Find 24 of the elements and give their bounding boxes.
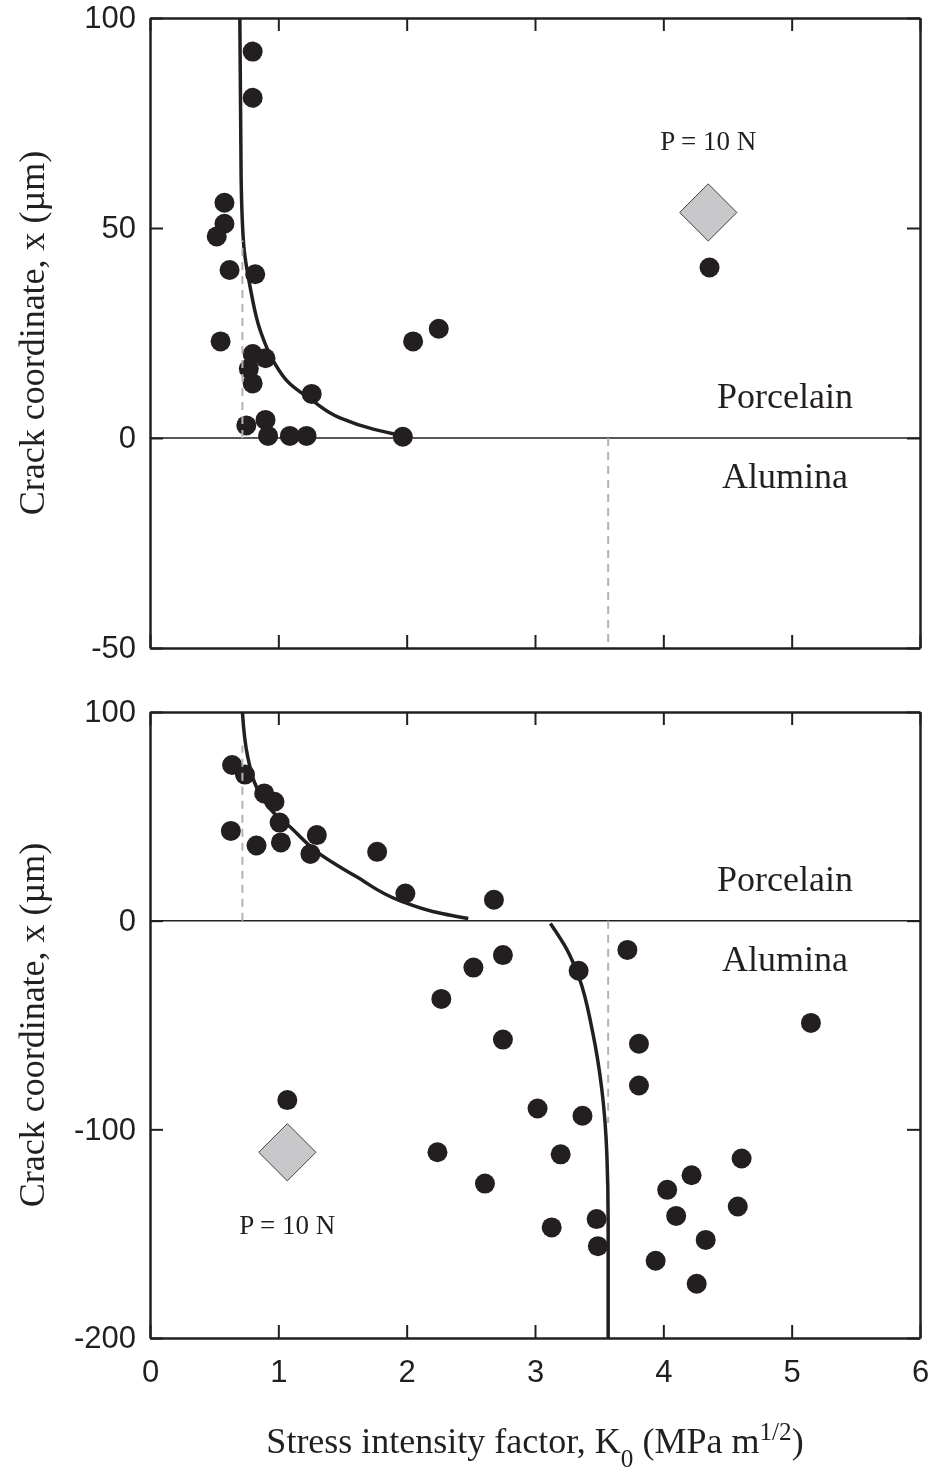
x-tick-label: 4	[655, 1353, 673, 1389]
y-tick-label: 100	[84, 0, 136, 36]
x-tick-label: 5	[783, 1353, 801, 1389]
x-tick-label: 1	[270, 1353, 288, 1389]
y-tick-label: -50	[91, 630, 136, 666]
x-tick-label: 3	[526, 1353, 545, 1389]
annotation: Alumina	[722, 456, 849, 497]
annotation: Alumina	[722, 938, 849, 979]
x-tick-label: 0	[141, 1353, 160, 1389]
x-axis-title: Stress intensity factor, K$_{0}$ (MPa m$^{1/2}$)	[266, 1417, 804, 1472]
y-tick-label: -100	[73, 1111, 136, 1147]
annotation: Porcelain	[717, 858, 853, 899]
y-tick-label: 100	[84, 694, 136, 730]
x-tick-label: 6	[911, 1353, 930, 1389]
series-label: P = 10 N	[660, 126, 757, 157]
y-tick-label: 0	[118, 903, 136, 939]
y-axis-title: Crack coordinate, x (µm)	[12, 842, 52, 1208]
y-axis-title: Crack coordinate, x (µm)	[12, 150, 52, 516]
annotation: Porcelain	[717, 376, 853, 417]
series-label: P = 10 N	[239, 1210, 336, 1241]
y-tick-label: -200	[73, 1320, 136, 1356]
y-tick-label: 50	[101, 210, 136, 246]
x-tick-label: 2	[398, 1353, 416, 1389]
y-tick-label: 0	[118, 420, 136, 456]
